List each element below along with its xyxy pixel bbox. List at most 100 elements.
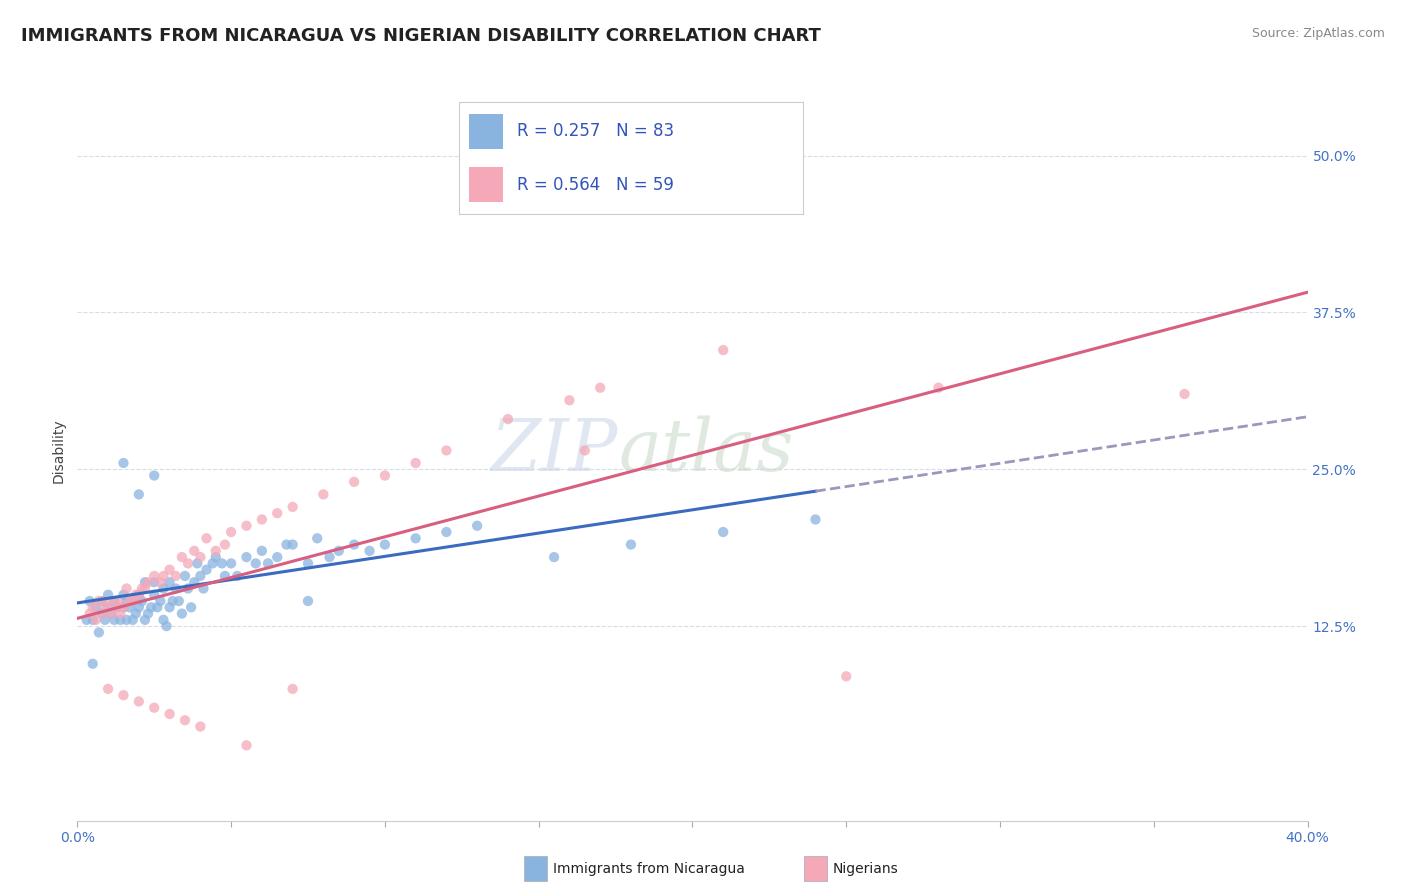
Point	[90, 594, 114, 608]
Point	[343, 538, 366, 552]
Point	[186, 557, 208, 571]
Point	[201, 557, 224, 571]
Point	[128, 600, 150, 615]
Point	[155, 619, 177, 633]
Point	[103, 594, 125, 608]
Point	[94, 613, 117, 627]
Point	[195, 563, 218, 577]
Point	[195, 531, 218, 545]
Point	[436, 524, 458, 539]
Point	[620, 538, 643, 552]
Point	[235, 550, 257, 565]
Point	[214, 569, 236, 583]
Point	[297, 557, 319, 571]
Point	[112, 600, 135, 615]
Point	[97, 594, 120, 608]
Text: ZIP: ZIP	[491, 415, 619, 486]
Point	[711, 524, 734, 539]
Point	[110, 607, 132, 621]
Point	[146, 600, 169, 615]
Point	[318, 550, 340, 565]
Point	[84, 613, 107, 627]
Point	[131, 582, 153, 596]
Point	[79, 594, 101, 608]
Point	[204, 550, 226, 565]
Point	[219, 557, 242, 571]
Point	[226, 569, 249, 583]
Point	[165, 582, 187, 596]
Point	[574, 443, 596, 458]
Point	[180, 600, 202, 615]
Point	[405, 531, 427, 545]
Point	[134, 613, 156, 627]
Text: atlas: atlas	[619, 415, 794, 486]
Point	[250, 512, 273, 526]
Point	[170, 550, 193, 565]
Point	[183, 544, 205, 558]
Point	[159, 575, 181, 590]
Point	[711, 343, 734, 357]
Text: IMMIGRANTS FROM NICARAGUA VS NIGERIAN DISABILITY CORRELATION CHART: IMMIGRANTS FROM NICARAGUA VS NIGERIAN DI…	[21, 27, 821, 45]
Point	[141, 600, 163, 615]
Text: Immigrants from Nicaragua: Immigrants from Nicaragua	[553, 862, 744, 876]
Point	[177, 557, 200, 571]
Point	[136, 575, 159, 590]
Point	[928, 381, 950, 395]
Point	[149, 594, 172, 608]
Point	[219, 524, 242, 539]
Point	[405, 456, 427, 470]
Point	[235, 739, 257, 753]
Point	[128, 588, 150, 602]
Point	[125, 607, 148, 621]
Point	[90, 607, 114, 621]
Point	[134, 575, 156, 590]
Point	[136, 607, 159, 621]
Point	[112, 456, 135, 470]
Point	[159, 563, 181, 577]
Point	[143, 700, 166, 714]
Point	[112, 600, 135, 615]
Point	[281, 681, 304, 696]
Point	[177, 582, 200, 596]
Text: Source: ZipAtlas.com: Source: ZipAtlas.com	[1251, 27, 1385, 40]
Point	[496, 412, 519, 426]
Point	[103, 600, 125, 615]
Point	[121, 613, 143, 627]
Point	[159, 706, 181, 721]
Point	[835, 669, 858, 683]
Point	[211, 557, 233, 571]
Point	[82, 613, 104, 627]
Point	[118, 600, 141, 615]
Point	[87, 625, 110, 640]
Point	[115, 582, 138, 596]
Point	[97, 588, 120, 602]
Point	[90, 607, 114, 621]
Point	[165, 569, 187, 583]
Point	[374, 538, 396, 552]
Point	[188, 550, 212, 565]
Point	[162, 594, 184, 608]
Point	[149, 575, 172, 590]
Point	[105, 600, 128, 615]
Point	[297, 594, 319, 608]
Point	[121, 594, 143, 608]
Point	[328, 544, 350, 558]
Point	[359, 544, 381, 558]
Point	[307, 531, 329, 545]
Point	[112, 588, 135, 602]
Point	[84, 600, 107, 615]
Point	[112, 688, 135, 702]
Point	[128, 694, 150, 708]
Point	[1174, 387, 1197, 401]
Point	[100, 607, 122, 621]
Point	[266, 550, 288, 565]
Point	[266, 506, 288, 520]
Point	[143, 569, 166, 583]
Point	[183, 575, 205, 590]
Point	[110, 613, 132, 627]
Point	[257, 557, 280, 571]
Point	[79, 607, 101, 621]
Point	[100, 607, 122, 621]
Point	[204, 544, 226, 558]
Point	[214, 538, 236, 552]
